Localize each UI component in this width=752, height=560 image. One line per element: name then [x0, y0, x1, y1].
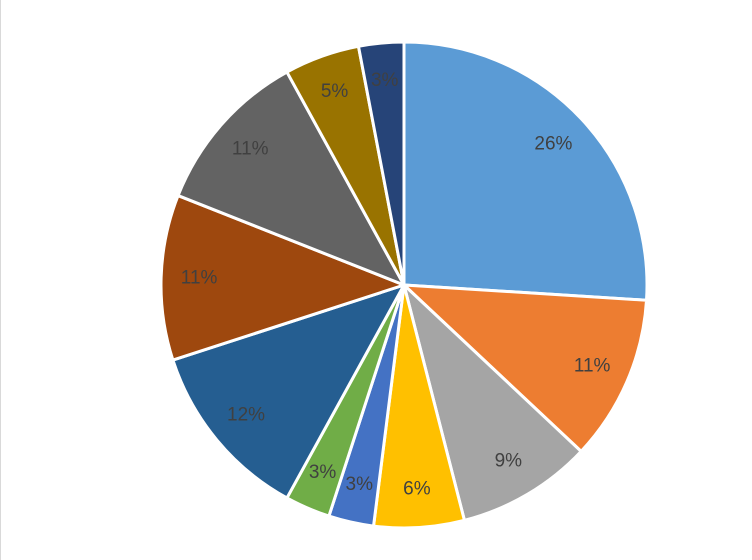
data-label: 9%	[495, 450, 523, 471]
pie-slice	[176, 70, 406, 287]
data-label: 12%	[227, 405, 265, 426]
data-label: 11%	[574, 355, 611, 376]
data-label: 11%	[181, 268, 218, 289]
data-label: 3%	[346, 474, 374, 495]
data-label: 11%	[232, 138, 269, 159]
pie-slice	[402, 283, 649, 453]
pie-slice	[356, 40, 406, 287]
pie-slice	[402, 283, 583, 522]
data-label: 26%	[534, 134, 572, 155]
data-label: 5%	[321, 81, 349, 102]
data-label: 6%	[403, 479, 431, 500]
pie-slice	[402, 40, 649, 302]
data-label: 3%	[309, 462, 337, 483]
pie-slice	[159, 194, 406, 362]
pie-slice	[171, 283, 406, 500]
data-label: 3%	[371, 70, 399, 91]
